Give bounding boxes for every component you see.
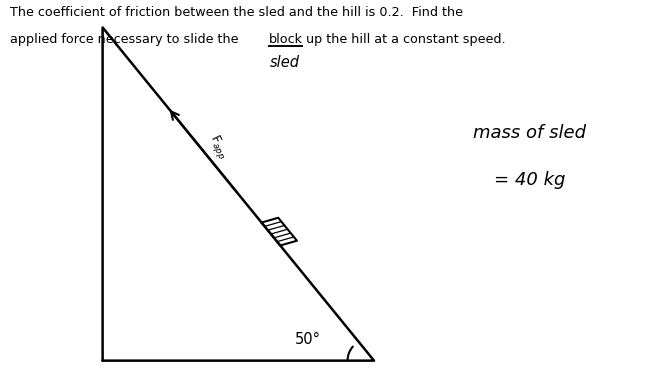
Text: = 40 kg: = 40 kg	[494, 171, 565, 189]
Text: F$_{app}$: F$_{app}$	[205, 131, 231, 162]
Text: mass of sled: mass of sled	[473, 124, 586, 142]
Text: applied force necessary to slide the: applied force necessary to slide the	[10, 33, 242, 46]
Text: 50°: 50°	[295, 332, 321, 347]
Text: sled: sled	[270, 55, 301, 70]
Text: The coefficient of friction between the sled and the hill is 0.2.  Find the: The coefficient of friction between the …	[10, 6, 463, 19]
Text: block: block	[269, 33, 303, 46]
Text: up the hill at a constant speed.: up the hill at a constant speed.	[302, 33, 506, 46]
